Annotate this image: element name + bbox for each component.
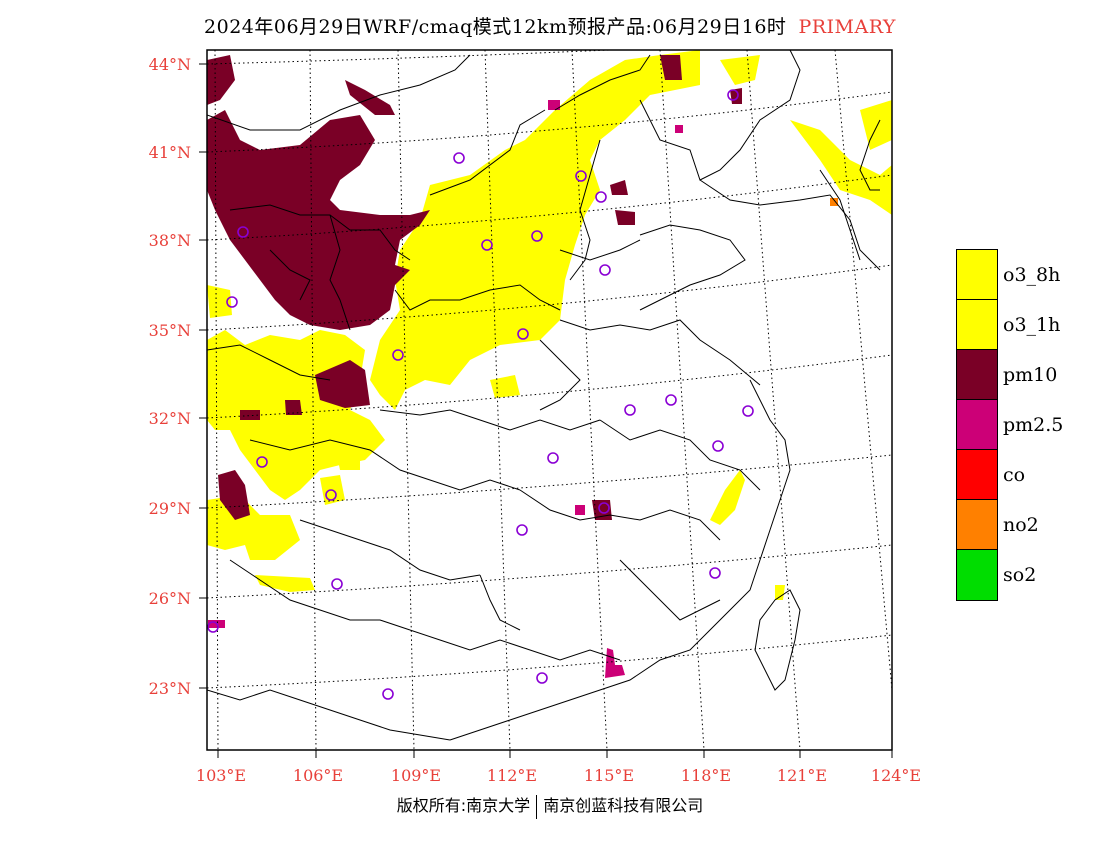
legend-swatch-so2 [957, 550, 997, 600]
lon-label: 109°E [390, 766, 442, 785]
pm10-region [207, 55, 742, 520]
lon-label: 112°E [486, 766, 538, 785]
copyright-credit: 版权所有:南京大学 南京创蓝科技有限公司 [0, 792, 1100, 819]
lat-label: 23°N [148, 679, 191, 698]
station-markers [207, 89, 754, 700]
graticule [207, 50, 892, 750]
legend-swatch-pm25 [957, 400, 997, 450]
credit-divider [536, 794, 538, 819]
map-frame [206, 49, 893, 751]
lon-label: 103°E [195, 766, 247, 785]
lat-label: 35°N [148, 321, 191, 340]
credit-right: 南京创蓝科技有限公司 [543, 796, 704, 815]
lat-label: 29°N [148, 499, 191, 518]
lat-label: 26°N [148, 589, 191, 608]
axis-ticks [199, 63, 893, 758]
legend-swatch-o3-1h [957, 300, 997, 350]
lat-label: 44°N [148, 55, 191, 74]
lon-label: 118°E [680, 766, 732, 785]
legend-label-o3-8h: o3_8h [1003, 264, 1061, 286]
legend-label-co: co [1003, 464, 1026, 486]
title-main: 2024年06月29日WRF/cmaq模式12km预报产品:06月29日16时 [204, 16, 787, 38]
legend-swatch-co [957, 450, 997, 500]
lon-label: 124°E [870, 766, 922, 785]
title-tag: PRIMARY [798, 16, 896, 38]
legend-label-pm25: pm2.5 [1003, 414, 1064, 436]
legend-label-o3-1h: o3_1h [1003, 314, 1061, 336]
lon-label: 106°E [292, 766, 344, 785]
lat-label: 32°N [148, 409, 191, 428]
pm25-region [208, 100, 683, 678]
legend-label-so2: so2 [1003, 564, 1037, 586]
legend-swatch-no2 [957, 500, 997, 550]
lon-label: 121°E [776, 766, 828, 785]
lat-label: 38°N [148, 231, 191, 250]
o3-region [370, 50, 892, 410]
legend [956, 249, 998, 601]
province-borders [207, 50, 881, 741]
legend-label-no2: no2 [1003, 514, 1039, 536]
no2-spot [830, 198, 838, 206]
legend-label-pm10: pm10 [1003, 364, 1058, 386]
lat-label: 41°N [148, 143, 191, 162]
lon-label: 115°E [583, 766, 635, 785]
legend-swatch-pm10 [957, 350, 997, 400]
map-title: 2024年06月29日WRF/cmaq模式12km预报产品:06月29日16时 P… [0, 12, 1100, 39]
legend-swatch-o3-8h [957, 250, 997, 300]
credit-left: 版权所有:南京大学 [396, 796, 531, 815]
